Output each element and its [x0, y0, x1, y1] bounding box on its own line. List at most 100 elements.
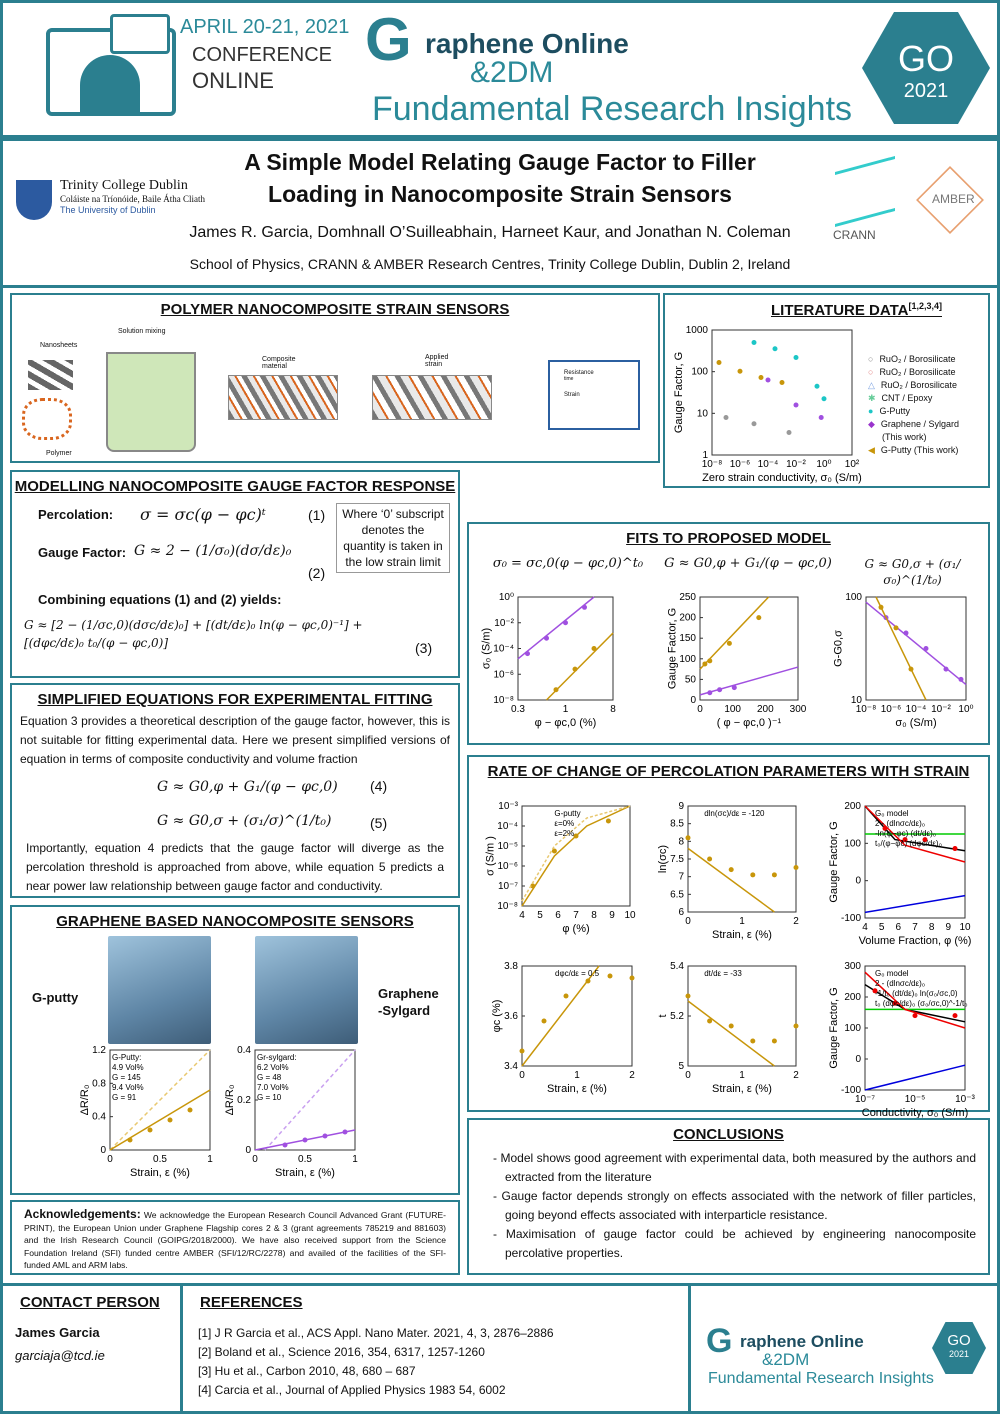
data-point	[765, 377, 771, 383]
fit-line	[687, 847, 775, 913]
composite-label: Composite material	[262, 356, 296, 370]
data-point	[903, 630, 909, 636]
data-point	[707, 658, 713, 664]
legend-entry: dφc/dε = 0.5	[555, 969, 600, 978]
sylgard-photo	[255, 936, 358, 1044]
contact-email[interactable]: garciaja@tcd.ie	[15, 1348, 105, 1363]
nanosheet-icon	[28, 360, 73, 390]
data-point	[758, 375, 764, 380]
fit-chart-conductivity: 10⁰ 10⁻² 10⁻⁴ 10⁻⁶ 10⁻⁸ 0.3 1 8 φ − φc,0 (%) σ₀ (…	[480, 592, 616, 729]
legend-label: RuO₂ / Borosilicate	[879, 354, 956, 364]
x-tick-label: 1	[739, 916, 745, 927]
legend-label: CNT / Epoxy	[881, 393, 933, 403]
x-tick-label: 10⁻⁷	[855, 1094, 875, 1105]
plot-svg: 9 8.5 8 7.5 7 6.5 60 1 2 Strain, ε (%) ln(σc) dln(σ…	[657, 801, 799, 941]
plot-svg: 250 200 150 100 50 00 100 200 300 ( φ − φc,0 )⁻¹ G…	[666, 592, 806, 729]
y-tick-label: 7.5	[670, 854, 684, 865]
data-point	[751, 340, 757, 345]
x-tick-label: 10⁰	[816, 459, 831, 470]
x-axis-label: φ (%)	[562, 923, 589, 935]
legend-entry: ● G-Putty	[868, 405, 959, 418]
acknowledgements-panel: Acknowledgements: We acknowledge the Eur…	[10, 1200, 460, 1275]
legend-entry: -1/t₀ (dt/dε)₀ ln(σ₀/σc,0)	[875, 989, 958, 998]
legend-entry: -ln(φ−φc) (dt/dε)₀	[875, 829, 936, 838]
x-tick-label: 2	[793, 916, 799, 927]
y-tick-label: 9	[678, 801, 684, 812]
legend-label: RuO₂ / Borosilicate	[880, 380, 957, 390]
brand-2dm: &2DM	[470, 56, 554, 89]
x-tick-label: 10	[959, 922, 971, 933]
data-point	[737, 368, 743, 374]
conclusions-panel: CONCLUSIONS - Model shows good agreement…	[467, 1118, 990, 1275]
literature-legend: ○ RuO₂ / Borosilicate ○ RuO₂ / Borosilicate…	[868, 353, 959, 457]
x-tick-label: 7	[573, 910, 579, 921]
y-tick-label: 10⁻⁶	[493, 669, 514, 680]
y-tick-label: 0.8	[92, 1078, 106, 1089]
data-point	[551, 848, 557, 854]
y-tick-label: 10⁻²	[494, 618, 514, 629]
header-banner	[0, 0, 1000, 138]
x-tick-label: 2	[629, 1070, 635, 1081]
y-axis-label: ΔR/R₀	[79, 1085, 91, 1116]
y-tick-label: 100	[845, 592, 862, 603]
legend-marker-icon: ✱	[868, 393, 876, 403]
data-point	[772, 346, 778, 352]
legend-entry: 2 - (dlnσc/dε)₀	[875, 979, 925, 988]
y-tick-label: 0	[855, 1054, 861, 1065]
legend-entry: G = 145	[112, 1073, 141, 1082]
fit-line	[864, 1064, 966, 1091]
data-point	[958, 676, 964, 682]
x-axis-label: σ₀ (S/m)	[895, 717, 936, 729]
simplified-intro: Equation 3 provides a theoretical descri…	[20, 714, 450, 766]
rate-chart-conductivity: 10⁻³ 10⁻⁴ 10⁻⁵ 10⁻⁶ 10⁻⁷ 10⁻⁸ 4 5 6 7 8 9 10 φ (%) σ (…	[484, 801, 636, 935]
data-point	[167, 1117, 173, 1123]
y-tick-label: -100	[841, 1085, 861, 1096]
fit-line	[699, 596, 770, 670]
fit-line	[864, 805, 966, 852]
affiliation: School of Physics, CRANN & AMBER Researc…	[189, 256, 791, 272]
x-axis-label: Strain, ε (%)	[275, 1167, 335, 1179]
graphene-panel: GRAPHENE BASED NANOCOMPOSITE SENSORS	[10, 905, 460, 1195]
footer-divider	[688, 1283, 691, 1414]
plot-svg: 1000 100 10 110⁻⁸ 10⁻⁶ 10⁻⁴ 10⁻² 10⁰ 10² Zero str…	[673, 325, 862, 484]
y-tick-label: 10⁻⁸	[493, 695, 514, 706]
fit-line	[864, 894, 966, 914]
gputty-photo	[108, 936, 211, 1044]
y-tick-label: 250	[679, 592, 696, 603]
y-tick-label: 300	[844, 961, 861, 972]
y-tick-label: 10⁻⁵	[497, 841, 518, 852]
sylgard-label-2: -Sylgard	[378, 1003, 431, 1018]
poster-title: A Simple Model Relating Gauge Factor to …	[200, 146, 800, 210]
legend-entry: ε=0%	[554, 819, 574, 828]
contact-title: CONTACT PERSON	[20, 1294, 160, 1311]
y-axis-label: ΔR/R₀	[224, 1085, 236, 1116]
simplified-conclusion: Importantly, equation 4 predicts that th…	[26, 841, 444, 893]
data-point	[707, 690, 713, 696]
legend-label: RuO₂ / Borosilicate	[879, 367, 956, 377]
data-point	[821, 396, 827, 402]
eq-number-4: (4)	[370, 778, 388, 794]
footer-brand: raphene Online	[740, 1332, 864, 1351]
y-tick-label: 1.2	[92, 1045, 106, 1056]
x-tick-label: 0.5	[298, 1154, 312, 1165]
data-point	[750, 872, 756, 878]
legend-entry: ○ RuO₂ / Borosilicate	[868, 366, 959, 379]
data-point	[750, 1038, 756, 1044]
legend-entry: Gr-sylgard:	[257, 1053, 297, 1062]
equation-2: G ≈ 2 − (1/σ₀)(dσ/dε)₀	[134, 543, 292, 559]
x-tick-label: 2	[793, 1070, 799, 1081]
literature-title: LITERATURE DATA[1,2,3,4]	[665, 301, 988, 319]
eq-number-3: (3)	[415, 640, 433, 656]
plot-frame	[699, 596, 799, 701]
legend-entry: dln(σc)/dε = -120	[704, 809, 765, 818]
y-tick-label: 5.2	[670, 1011, 684, 1022]
eq-number-5: (5)	[370, 815, 388, 831]
y-tick-label: 0.4	[92, 1112, 106, 1123]
nanosheets-label: Nanosheets	[40, 342, 78, 349]
x-tick-label: 8	[591, 910, 597, 921]
fit-eq-a: σ₀ = σc,0(φ − φc,0)^t₀	[492, 556, 644, 571]
tcd-crest-icon	[16, 180, 52, 220]
legend-entry: 4.9 Vol%	[112, 1063, 144, 1072]
data-point	[282, 1142, 288, 1148]
data-point	[902, 837, 908, 843]
